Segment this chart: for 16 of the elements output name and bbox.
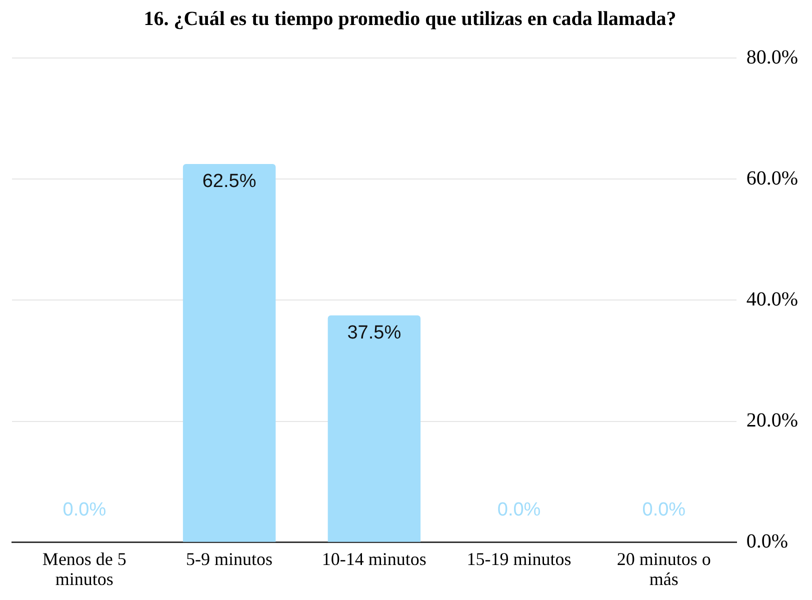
y-tick-label: 60.0% [746, 167, 798, 190]
y-tick-label: 40.0% [746, 288, 798, 310]
data-label: 62.5% [202, 171, 256, 192]
y-tick-label: 80.0% [746, 46, 798, 68]
x-tick-label: 10-14 minutos [322, 549, 426, 570]
y-tick-label: 0.0% [746, 530, 788, 553]
x-tick-label: 5-9 minutos [186, 549, 273, 570]
data-label: 0.0% [642, 500, 686, 521]
x-tick-label: 20 minutos o más [616, 549, 711, 589]
y-tick-label: 20.0% [746, 410, 798, 432]
x-tick-label: 15-19 minutos [466, 549, 572, 570]
data-label: 0.0% [497, 500, 541, 521]
data-label: 0.0% [62, 500, 106, 521]
x-tick-label: Menos de 5 minutos [42, 549, 126, 589]
chart-title: 16. ¿Cuál es tu tiempo promedio que utilizas en cada llamada? [144, 8, 676, 30]
data-label: 37.5% [347, 322, 402, 344]
